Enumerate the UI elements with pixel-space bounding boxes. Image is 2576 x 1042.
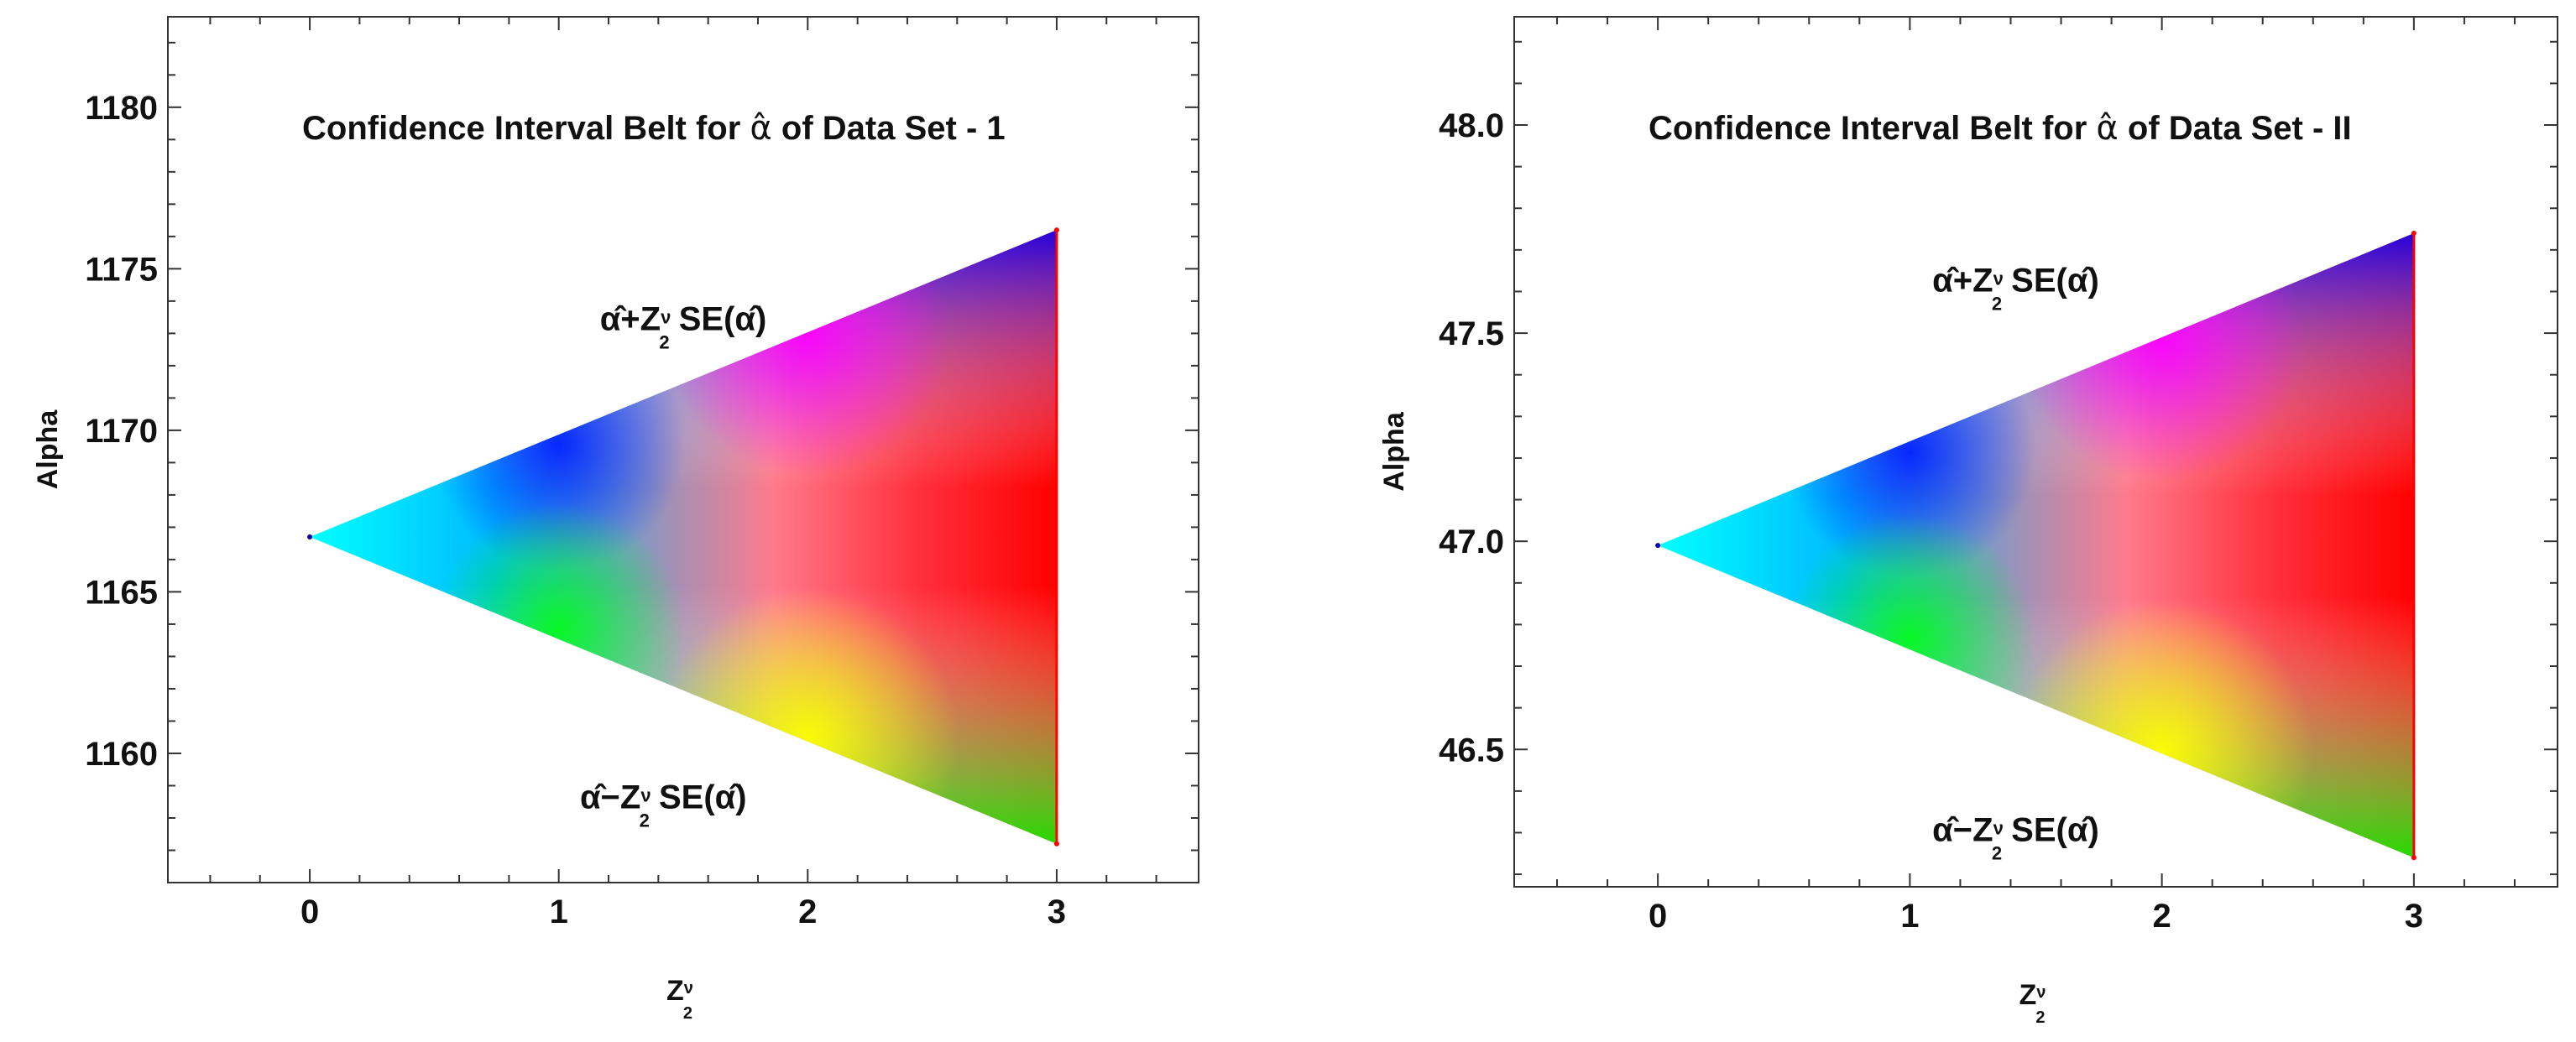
y-axis: 46.5 47.0 47.5 48.0 — [1439, 40, 2558, 876]
upper-bound-annotation: α̂+Zν 2 SE(α̂) — [600, 301, 767, 353]
plot-frame — [167, 16, 1199, 883]
y-axis: 1160 1165 1170 1175 1180 — [85, 41, 1199, 883]
x-tick-label: 1 — [1900, 898, 1919, 935]
x-tick-label: 2 — [798, 894, 817, 930]
lower-bound-annotation: α̂−Zν 2 SE(α̂) — [1932, 811, 2099, 863]
x-axis: 0 1 2 3 — [209, 17, 1157, 930]
upper-end-point — [2411, 231, 2417, 237]
y-tick-label: 1160 — [85, 736, 158, 773]
x-tick-label: 1 — [550, 894, 568, 930]
y-tick-label: 1165 — [85, 574, 158, 611]
x-axis-label: Zν 2 — [666, 975, 693, 1023]
y-axis-label: Alpha — [1378, 411, 1410, 492]
confidence-belt — [310, 230, 1057, 844]
y-tick-label: 47.5 — [1439, 315, 1504, 352]
apex-point — [1655, 543, 1661, 549]
chart-panel-1: 0 1 2 3 1160 1165 1170 1175 1180 Alpha Zν 2 Confiden… — [32, 16, 1199, 1023]
chart-title: Confidence Interval Belt for α̂ of Data … — [302, 109, 1006, 148]
belt-yellow-glow — [1658, 233, 2414, 858]
x-tick-label: 3 — [2405, 898, 2423, 935]
lower-end-point — [1053, 841, 1059, 847]
lower-bound-annotation: α̂−Zν 2 SE(α̂) — [580, 779, 747, 831]
y-tick-label: 1175 — [85, 251, 158, 288]
apex-point — [307, 534, 313, 539]
y-tick-label: 1180 — [85, 90, 158, 127]
plot-frame — [1513, 16, 2558, 888]
y-tick-label: 1170 — [85, 413, 158, 450]
x-tick-label: 0 — [300, 894, 319, 930]
x-tick-label: 3 — [1048, 894, 1066, 930]
upper-end-point — [1053, 227, 1059, 233]
x-tick-label: 0 — [1649, 898, 1667, 935]
y-tick-label: 46.5 — [1439, 732, 1504, 768]
upper-bound-annotation: α̂+Zν 2 SE(α̂) — [1932, 262, 2099, 314]
belt-yellow-glow — [310, 230, 1057, 844]
chart-panel-2: 0 1 2 3 46.5 47.0 47.5 48.0 Alpha Zν 2 Confidence I… — [1378, 16, 2558, 1027]
x-axis: 0 1 2 3 — [1556, 17, 2516, 935]
confidence-belt — [1658, 233, 2414, 858]
chart-title: Confidence Interval Belt for α̂ of Data … — [1649, 109, 2352, 148]
x-tick-label: 2 — [2152, 898, 2171, 935]
y-tick-label: 47.0 — [1439, 524, 1504, 560]
x-axis-label: Zν 2 — [2020, 979, 2046, 1027]
y-axis-label: Alpha — [32, 409, 64, 490]
lower-end-point — [2411, 855, 2417, 861]
y-tick-label: 48.0 — [1439, 107, 1504, 144]
